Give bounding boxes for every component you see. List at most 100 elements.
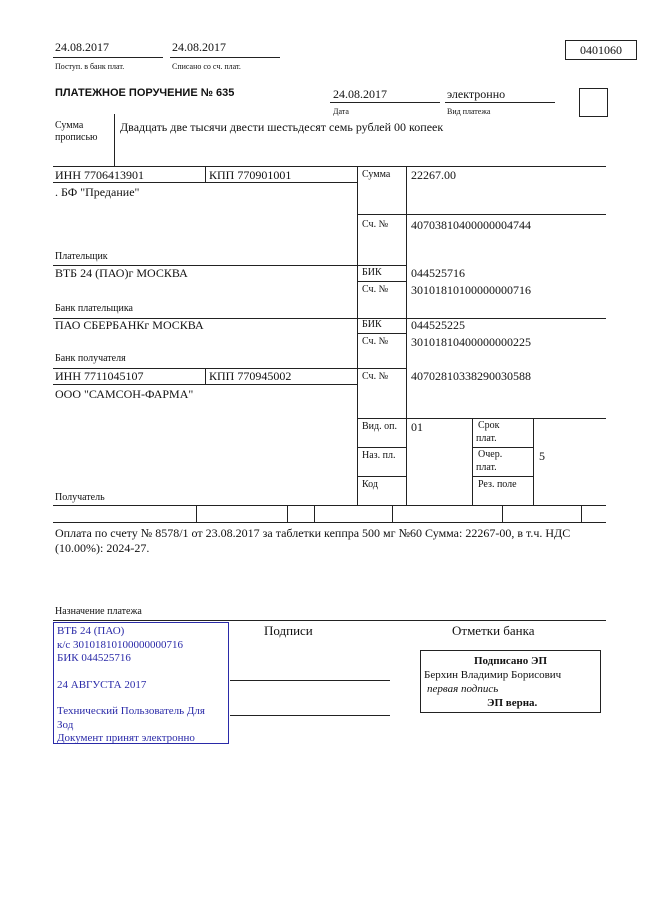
- payee-label: Получатель: [55, 492, 105, 503]
- divider: [357, 214, 606, 215]
- amount-words-label: Сумма: [55, 120, 84, 131]
- stamp-line: Технический Пользователь Для: [57, 705, 205, 717]
- payee-bank-account-label: Сч. №: [362, 336, 389, 347]
- divider: [406, 166, 407, 505]
- divider: [53, 384, 357, 385]
- divider: [196, 505, 197, 522]
- divider: [314, 505, 315, 522]
- divider: [53, 620, 606, 621]
- bank-marks-label: Отметки банка: [452, 623, 535, 638]
- stamp-line: к/с 30101810100000000716: [57, 638, 184, 651]
- payee-account-label: Сч. №: [362, 371, 389, 382]
- priority-value: 5: [539, 449, 545, 463]
- payee-account: 40702810338290030588: [411, 369, 531, 383]
- term-label: Срок: [478, 420, 500, 431]
- payee-bank-label: Банк получателя: [55, 353, 126, 364]
- payer-bank-account: 30101810100000000716: [411, 283, 531, 297]
- signer-role: первая подпись: [427, 683, 499, 695]
- divider: [53, 57, 163, 58]
- stamp-line: Документ принят электронно: [57, 732, 195, 744]
- payer-bik-label: БИК: [362, 267, 382, 278]
- stamp-line: Зод: [57, 718, 74, 731]
- priority-label: Очер.: [478, 449, 503, 460]
- payer-account: 40703810400000004744: [411, 218, 531, 232]
- debited-label: Списано со сч. плат.: [172, 62, 241, 71]
- divider: [502, 505, 503, 522]
- payee-kpp: КПП 770945002: [209, 369, 292, 383]
- divider: [472, 447, 533, 448]
- payer-bank-account-label: Сч. №: [362, 284, 389, 295]
- bank-stamp: ВТБ 24 (ПАО) к/с 30101810100000000716 БИ…: [53, 622, 229, 744]
- divider: [357, 476, 406, 477]
- stamp-line: БИК 044525716: [57, 652, 131, 664]
- bank-signature-box: Подписано ЭП Берхин Владимир Борисович п…: [420, 650, 601, 713]
- signature-title: Подписано ЭП: [473, 655, 548, 667]
- form-code: 0401060: [565, 40, 637, 60]
- payer-bik: 044525716: [411, 266, 465, 280]
- purpose-text: (10.00%): 2024-27.: [55, 541, 150, 555]
- divider: [392, 505, 393, 522]
- signature-status: ЭП верна.: [487, 697, 538, 709]
- divider: [445, 102, 555, 103]
- divider: [53, 505, 606, 506]
- signatures-label: Подписи: [264, 623, 313, 638]
- code-label: Код: [362, 479, 378, 490]
- divider: [53, 522, 606, 523]
- stamp-date: 24 АВГУСТА 2017: [57, 678, 147, 691]
- divider: [533, 418, 534, 505]
- purpose-code-label: Наз. пл.: [362, 450, 396, 461]
- signature-line: [230, 715, 390, 716]
- page-title: ПЛАТЕЖНОЕ ПОРУЧЕНИЕ № 635: [55, 87, 235, 99]
- payment-type-label: Вид платежа: [447, 107, 491, 116]
- op-type: 01: [411, 420, 423, 434]
- divider: [114, 114, 115, 166]
- amount-words: Двадцать две тысячи двести шестьдесят се…: [120, 120, 444, 134]
- divider: [287, 505, 288, 522]
- purpose-label: Назначение платежа: [55, 606, 142, 617]
- divider: [205, 368, 206, 384]
- op-type-label: Вид. оп.: [362, 421, 397, 432]
- payee-bik: 044525225: [411, 318, 465, 332]
- order-date: 24.08.2017: [333, 87, 387, 101]
- status-box: [579, 88, 608, 117]
- sum-value: 22267.00: [411, 168, 456, 182]
- priority-label: плат.: [476, 462, 497, 473]
- purpose-text: Оплата по счету № 8578/1 от 23.08.2017 з…: [55, 526, 571, 540]
- divider: [205, 166, 206, 182]
- payer-name: . БФ "Предание": [55, 185, 140, 199]
- reserve-label: Рез. поле: [478, 479, 517, 490]
- payer-account-label: Сч. №: [362, 219, 389, 230]
- signature-line: [230, 680, 390, 681]
- divider: [330, 102, 440, 103]
- payee-inn: ИНН 7711045107: [55, 369, 144, 383]
- divider: [357, 281, 406, 282]
- payee-bank-name: ПАО СБЕРБАНКг МОСКВА: [55, 318, 204, 332]
- amount-words-label: прописью: [55, 132, 98, 143]
- stamp-line: ВТБ 24 (ПАО): [57, 625, 125, 637]
- divider: [53, 265, 406, 266]
- received-label: Поступ. в банк плат.: [55, 62, 125, 71]
- payment-type: электронно: [447, 87, 506, 101]
- payer-bank-label: Банк плательщика: [55, 303, 133, 314]
- payer-bank-name: ВТБ 24 (ПАО)г МОСКВА: [55, 266, 188, 280]
- divider: [357, 333, 406, 334]
- received-date: 24.08.2017: [55, 40, 109, 54]
- divider: [53, 368, 406, 369]
- payer-inn: ИНН 7706413901: [55, 168, 144, 182]
- divider: [53, 182, 357, 183]
- payer-label: Плательщик: [55, 251, 108, 262]
- divider: [472, 418, 473, 505]
- divider: [357, 447, 406, 448]
- payee-bank-account: 30101810400000000225: [411, 335, 531, 349]
- divider: [53, 166, 606, 167]
- divider: [170, 57, 280, 58]
- payer-kpp: КПП 770901001: [209, 168, 292, 182]
- divider: [53, 318, 606, 319]
- divider: [581, 505, 582, 522]
- divider: [357, 418, 606, 419]
- term-label: плат.: [476, 433, 497, 444]
- debited-date: 24.08.2017: [172, 40, 226, 54]
- payee-bik-label: БИК: [362, 319, 382, 330]
- signer-name: Берхин Владимир Борисович: [424, 669, 562, 681]
- sum-label: Сумма: [362, 169, 391, 180]
